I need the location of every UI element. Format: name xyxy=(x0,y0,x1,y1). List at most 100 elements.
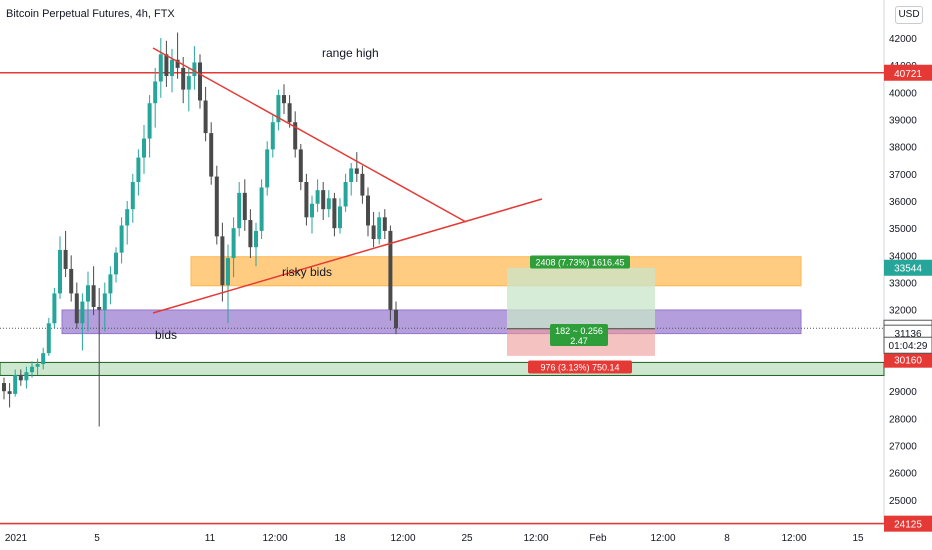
candle-body xyxy=(310,203,314,218)
candle-body xyxy=(270,122,275,150)
candle-body xyxy=(293,122,298,150)
candle-body xyxy=(349,168,354,183)
candle-body xyxy=(170,59,174,77)
candle-body xyxy=(142,138,146,158)
candle-body xyxy=(198,62,202,101)
y-tick-label: 26000 xyxy=(889,469,917,480)
target-label-text: 2408 (7.73%) 1616.45 xyxy=(535,258,624,268)
candle-body xyxy=(35,364,40,367)
candle-body xyxy=(214,176,219,237)
descending-trendline xyxy=(152,47,467,223)
candle-body xyxy=(7,391,12,394)
x-tick-label: 12:00 xyxy=(523,533,548,544)
candle-body xyxy=(371,225,376,240)
candle-body xyxy=(58,249,62,294)
candle-body xyxy=(242,192,247,221)
y-tick-label: 36000 xyxy=(889,197,917,208)
y-tick-label: 28000 xyxy=(889,414,917,425)
candle-body xyxy=(360,173,365,196)
profit-zone xyxy=(507,267,655,329)
annotation-range-high: range high xyxy=(322,46,379,60)
y-tick-label: 29000 xyxy=(889,387,917,398)
price-label-box xyxy=(884,515,932,532)
candle-body xyxy=(63,249,68,269)
y-tick-label: 27000 xyxy=(889,442,917,453)
candle-body xyxy=(259,187,264,231)
candle-body xyxy=(254,230,258,248)
candle-body xyxy=(119,225,124,253)
stop-label-box xyxy=(528,360,632,374)
candle-body xyxy=(203,100,208,134)
y-tick-label: 32000 xyxy=(889,306,917,317)
candle-body xyxy=(52,293,57,324)
price-label-box xyxy=(884,259,932,276)
candle-body xyxy=(86,285,90,302)
currency-button[interactable]: USD xyxy=(895,6,923,24)
x-tick-label: 12:00 xyxy=(650,533,675,544)
y-tick-label: 35000 xyxy=(889,224,917,235)
price-label-text: 31136 xyxy=(894,329,922,340)
candle-body xyxy=(97,306,102,310)
candle-body xyxy=(80,301,85,324)
risk-reward-label-box xyxy=(550,324,608,346)
y-tick-label: 37000 xyxy=(889,170,917,181)
candle-body xyxy=(248,220,253,248)
y-tick-label: 40000 xyxy=(889,88,917,99)
candle-body xyxy=(102,293,107,310)
y-tick-label: 38000 xyxy=(889,143,917,154)
candle-body xyxy=(69,268,74,294)
risk-reward-label-text: 182 ~ 0.256 xyxy=(555,326,603,336)
x-tick-label: 2021 xyxy=(5,533,28,544)
candle-body xyxy=(46,323,51,354)
y-tick-label: 25000 xyxy=(889,496,917,507)
stop-label-text: 976 (3.13%) 750.14 xyxy=(540,363,619,373)
candle-body xyxy=(175,59,180,68)
candle-body xyxy=(209,133,214,177)
candle-body xyxy=(108,274,113,294)
price-label-text: 30160 xyxy=(894,356,922,367)
candle-body xyxy=(332,198,337,229)
candle-body xyxy=(125,209,130,226)
price-label-text: 33544 xyxy=(894,264,922,275)
candle-body xyxy=(377,217,382,240)
candle-body xyxy=(287,103,292,123)
candle-body xyxy=(186,76,191,90)
candle-body xyxy=(382,217,387,231)
candle-body xyxy=(24,372,29,381)
candle-body xyxy=(366,195,370,226)
candle-body xyxy=(18,374,23,381)
candle-body xyxy=(130,182,135,210)
zone-green xyxy=(0,361,885,376)
candle-body xyxy=(153,81,158,104)
candle-body xyxy=(338,206,342,229)
candle-body xyxy=(304,182,309,218)
candle-body xyxy=(91,285,96,307)
annotation-bids: bids xyxy=(155,328,177,342)
candle-body xyxy=(321,190,326,210)
x-tick-label: 18 xyxy=(334,533,346,544)
candle-body xyxy=(315,190,320,204)
candle-body xyxy=(147,103,152,139)
candle-body xyxy=(114,252,118,275)
price-label-text: 40721 xyxy=(894,69,922,80)
candle-body xyxy=(220,236,225,286)
candle-body xyxy=(13,374,18,394)
candle-body xyxy=(276,95,281,123)
price-label-text: 24125 xyxy=(894,520,922,531)
candle-body xyxy=(136,157,141,183)
annotation-risky-bids: risky bids xyxy=(282,265,332,279)
x-tick-label: 12:00 xyxy=(390,533,415,544)
candle-body xyxy=(181,67,186,90)
risk-reward-label-text: 2.47 xyxy=(570,336,588,346)
candle-body xyxy=(158,54,163,82)
candle-body xyxy=(237,192,242,229)
candle-body xyxy=(231,228,236,259)
y-tick-label: 39000 xyxy=(889,116,917,127)
candle-body xyxy=(354,168,359,174)
candle-body xyxy=(343,182,348,207)
x-tick-label: 25 xyxy=(461,533,473,544)
zone-risky-bids xyxy=(190,256,802,287)
countdown-box xyxy=(883,336,932,354)
y-tick-label: 42000 xyxy=(889,34,917,45)
